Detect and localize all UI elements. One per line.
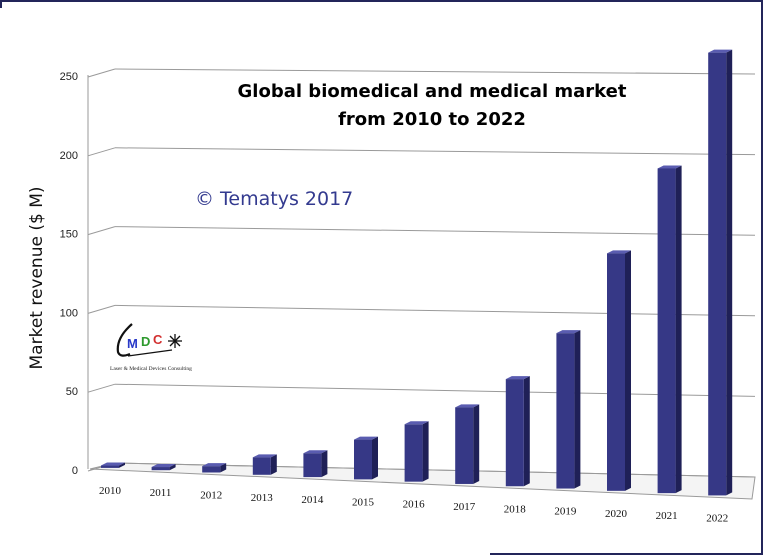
chart-title-line1: Global biomedical and medical market xyxy=(238,81,627,102)
bar-top xyxy=(708,49,733,53)
logo-letter-m: M xyxy=(127,336,138,351)
bar-top xyxy=(101,462,125,466)
bar-side xyxy=(574,330,581,489)
bar xyxy=(455,407,474,484)
bar-side xyxy=(372,436,378,480)
bar-side xyxy=(675,165,682,494)
gridline xyxy=(114,226,756,236)
logo-letter-c: C xyxy=(153,332,163,347)
x-tick-label: 2019 xyxy=(554,506,577,518)
gridline-side xyxy=(87,304,116,314)
bar xyxy=(607,253,625,491)
bar-top xyxy=(657,165,682,169)
gridline xyxy=(114,147,756,156)
gridline xyxy=(114,304,756,317)
bar-side xyxy=(523,376,530,487)
bar-top xyxy=(505,376,530,380)
gridline-side xyxy=(87,383,116,393)
x-tick-label: 2020 xyxy=(605,508,628,520)
x-tick-label: 2018 xyxy=(504,503,527,515)
bar-side xyxy=(726,49,733,496)
y-tick-label: 0 xyxy=(72,465,78,477)
x-tick-label: 2013 xyxy=(251,492,274,504)
x-tick-label: 2012 xyxy=(200,489,222,501)
bar xyxy=(354,439,372,480)
bar-side xyxy=(119,462,125,468)
bar xyxy=(505,379,524,487)
y-tick-label: 250 xyxy=(60,71,78,83)
mdc-logo: M D C Laser & Medical Devices Consulting xyxy=(110,323,192,372)
logo-letter-d: D xyxy=(141,334,150,349)
x-tick-label: 2021 xyxy=(656,510,678,522)
bar xyxy=(556,333,575,489)
x-tick-label: 2017 xyxy=(453,501,476,513)
gridline xyxy=(114,383,756,397)
bar xyxy=(252,457,271,475)
y-tick-label: 200 xyxy=(60,150,78,162)
y-tick-label: 50 xyxy=(66,386,78,398)
logo-swoosh xyxy=(116,323,133,357)
x-tick-label: 2015 xyxy=(352,496,375,508)
bar-side xyxy=(220,463,227,473)
x-tick-label: 2016 xyxy=(403,499,426,511)
bar-top xyxy=(607,250,631,254)
x-tick-label: 2014 xyxy=(301,494,324,506)
logo-underline xyxy=(127,349,173,357)
bar xyxy=(151,467,170,471)
bar-top xyxy=(202,463,227,467)
gridline-side xyxy=(87,226,116,236)
bar-top xyxy=(556,330,581,334)
bar-top xyxy=(303,450,328,454)
bar-top xyxy=(404,421,429,425)
y-tick-label: 100 xyxy=(60,307,78,319)
bar-top xyxy=(252,454,277,458)
logo-subtitle: Laser & Medical Devices Consulting xyxy=(110,366,192,372)
chart-title-line2: from 2010 to 2022 xyxy=(338,109,526,130)
y-tick-label: 150 xyxy=(60,229,78,241)
bar-top xyxy=(151,464,176,468)
x-tick-labels: 2010 2011 2012 2013 2014 2015 2016 2017 2018 2019… xyxy=(99,485,728,525)
bar xyxy=(303,453,322,478)
bar-side xyxy=(169,464,176,471)
bar-side xyxy=(321,450,328,478)
bar xyxy=(657,168,676,494)
x-tick-label: 2010 xyxy=(99,485,122,497)
y-axis-label: Market revenue ($ M) xyxy=(27,187,47,370)
bar-side xyxy=(270,454,277,475)
copyright-watermark: © Tematys 2017 xyxy=(195,188,353,210)
gridline xyxy=(114,68,756,75)
gridline-side xyxy=(87,147,116,157)
bar xyxy=(101,465,119,468)
x-tick-label: 2022 xyxy=(706,512,728,524)
x-tick-label: 2011 xyxy=(150,487,172,499)
bar-side xyxy=(473,404,480,484)
bar xyxy=(404,424,423,482)
bar xyxy=(202,466,221,473)
bar-side xyxy=(422,421,429,482)
bar-top xyxy=(455,404,480,408)
bar xyxy=(708,52,727,496)
bar-top xyxy=(354,436,378,440)
gridline-side xyxy=(87,68,116,78)
logo-star-icon xyxy=(168,334,182,348)
bar-side xyxy=(625,250,631,491)
y-tick-labels: 0 50 100 150 200 250 xyxy=(60,71,78,477)
bar-layer xyxy=(101,49,733,496)
